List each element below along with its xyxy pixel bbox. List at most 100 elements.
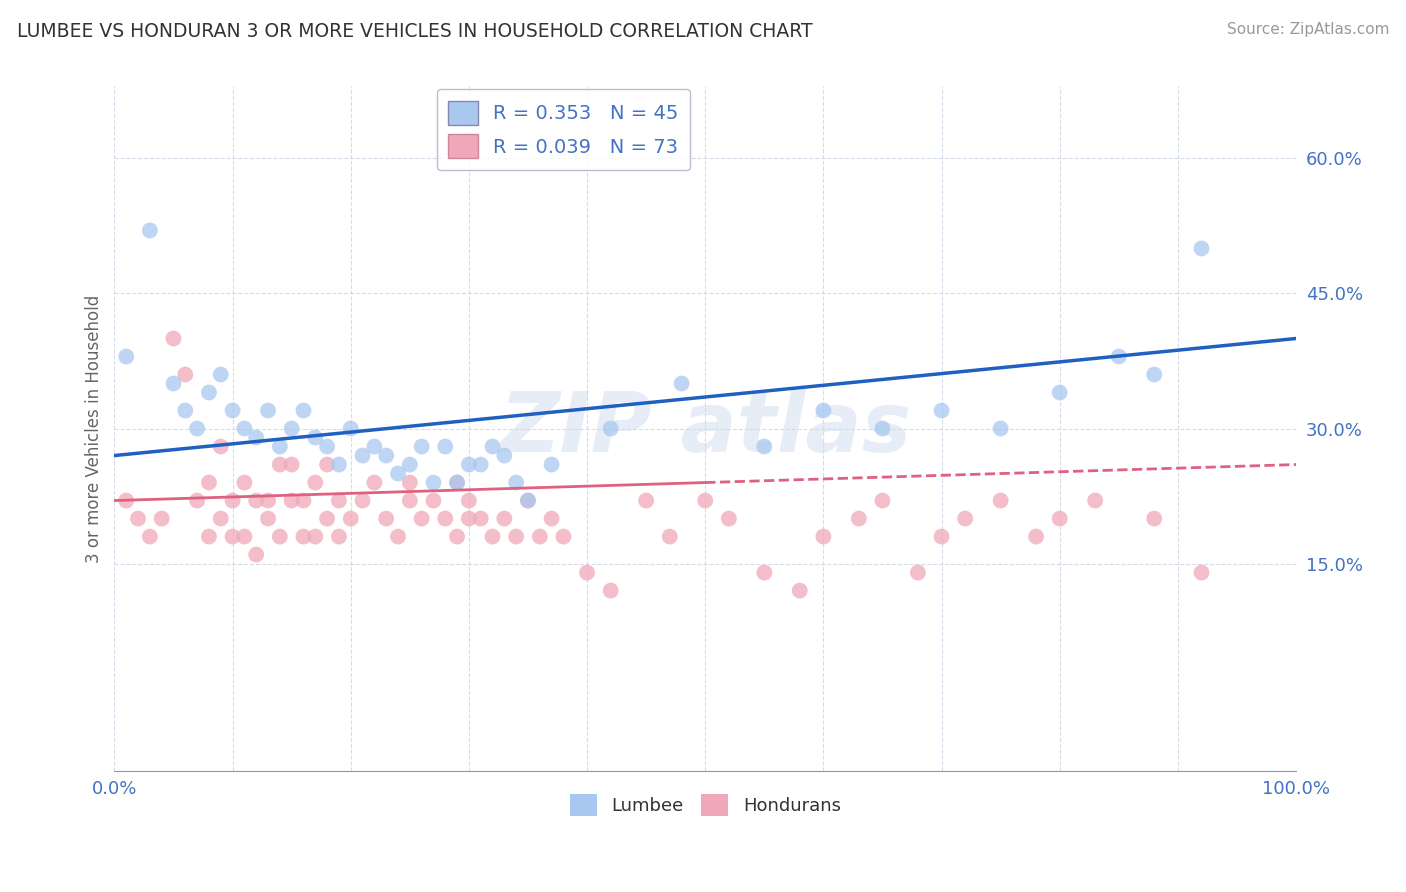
- Point: [139, 530, 162, 544]
- Point: [505, 475, 527, 490]
- Point: [269, 530, 291, 544]
- Point: [599, 421, 621, 435]
- Point: [658, 530, 681, 544]
- Point: [636, 493, 658, 508]
- Point: [457, 458, 479, 472]
- Point: [233, 475, 256, 490]
- Point: [209, 511, 232, 525]
- Point: [328, 530, 350, 544]
- Point: [269, 458, 291, 472]
- Point: [470, 511, 492, 525]
- Point: [304, 431, 326, 445]
- Point: [1191, 242, 1213, 256]
- Point: [754, 440, 776, 454]
- Point: [446, 530, 468, 544]
- Point: [292, 530, 315, 544]
- Point: [198, 530, 221, 544]
- Point: [375, 511, 398, 525]
- Point: [422, 493, 444, 508]
- Point: [115, 493, 138, 508]
- Point: [150, 511, 173, 525]
- Point: [517, 493, 540, 508]
- Point: [907, 566, 929, 580]
- Point: [553, 530, 575, 544]
- Point: [304, 475, 326, 490]
- Point: [1049, 511, 1071, 525]
- Point: [848, 511, 870, 525]
- Point: [717, 511, 740, 525]
- Point: [221, 530, 243, 544]
- Point: [127, 511, 149, 525]
- Point: [517, 493, 540, 508]
- Point: [446, 475, 468, 490]
- Point: [363, 440, 385, 454]
- Point: [813, 403, 835, 417]
- Point: [505, 530, 527, 544]
- Point: [198, 475, 221, 490]
- Point: [280, 493, 302, 508]
- Point: [599, 583, 621, 598]
- Point: [162, 376, 184, 391]
- Point: [257, 493, 280, 508]
- Point: [375, 449, 398, 463]
- Point: [292, 493, 315, 508]
- Point: [494, 511, 516, 525]
- Point: [1049, 385, 1071, 400]
- Point: [316, 440, 339, 454]
- Point: [363, 475, 385, 490]
- Point: [789, 583, 811, 598]
- Point: [576, 566, 599, 580]
- Point: [411, 440, 433, 454]
- Point: [292, 403, 315, 417]
- Point: [174, 368, 197, 382]
- Point: [328, 493, 350, 508]
- Point: [339, 511, 361, 525]
- Point: [1143, 368, 1166, 382]
- Point: [953, 511, 976, 525]
- Point: [470, 458, 492, 472]
- Point: [434, 440, 457, 454]
- Point: [754, 566, 776, 580]
- Point: [457, 493, 479, 508]
- Point: [316, 511, 339, 525]
- Point: [304, 530, 326, 544]
- Point: [387, 467, 409, 481]
- Point: [481, 440, 503, 454]
- Point: [1108, 350, 1130, 364]
- Point: [221, 493, 243, 508]
- Text: ZIP atlas: ZIP atlas: [499, 388, 911, 469]
- Point: [245, 548, 267, 562]
- Point: [233, 530, 256, 544]
- Point: [209, 368, 232, 382]
- Point: [540, 458, 562, 472]
- Legend: Lumbee, Hondurans: Lumbee, Hondurans: [562, 787, 848, 823]
- Point: [481, 530, 503, 544]
- Point: [280, 421, 302, 435]
- Point: [198, 385, 221, 400]
- Text: Source: ZipAtlas.com: Source: ZipAtlas.com: [1226, 22, 1389, 37]
- Point: [494, 449, 516, 463]
- Point: [328, 458, 350, 472]
- Point: [872, 421, 894, 435]
- Point: [1143, 511, 1166, 525]
- Point: [174, 403, 197, 417]
- Point: [209, 440, 232, 454]
- Point: [269, 440, 291, 454]
- Point: [990, 421, 1012, 435]
- Point: [257, 511, 280, 525]
- Point: [872, 493, 894, 508]
- Point: [398, 493, 420, 508]
- Point: [352, 449, 374, 463]
- Point: [221, 403, 243, 417]
- Point: [398, 458, 420, 472]
- Point: [387, 530, 409, 544]
- Point: [931, 530, 953, 544]
- Point: [1191, 566, 1213, 580]
- Point: [540, 511, 562, 525]
- Point: [446, 475, 468, 490]
- Point: [529, 530, 551, 544]
- Point: [316, 458, 339, 472]
- Point: [990, 493, 1012, 508]
- Point: [398, 475, 420, 490]
- Point: [931, 403, 953, 417]
